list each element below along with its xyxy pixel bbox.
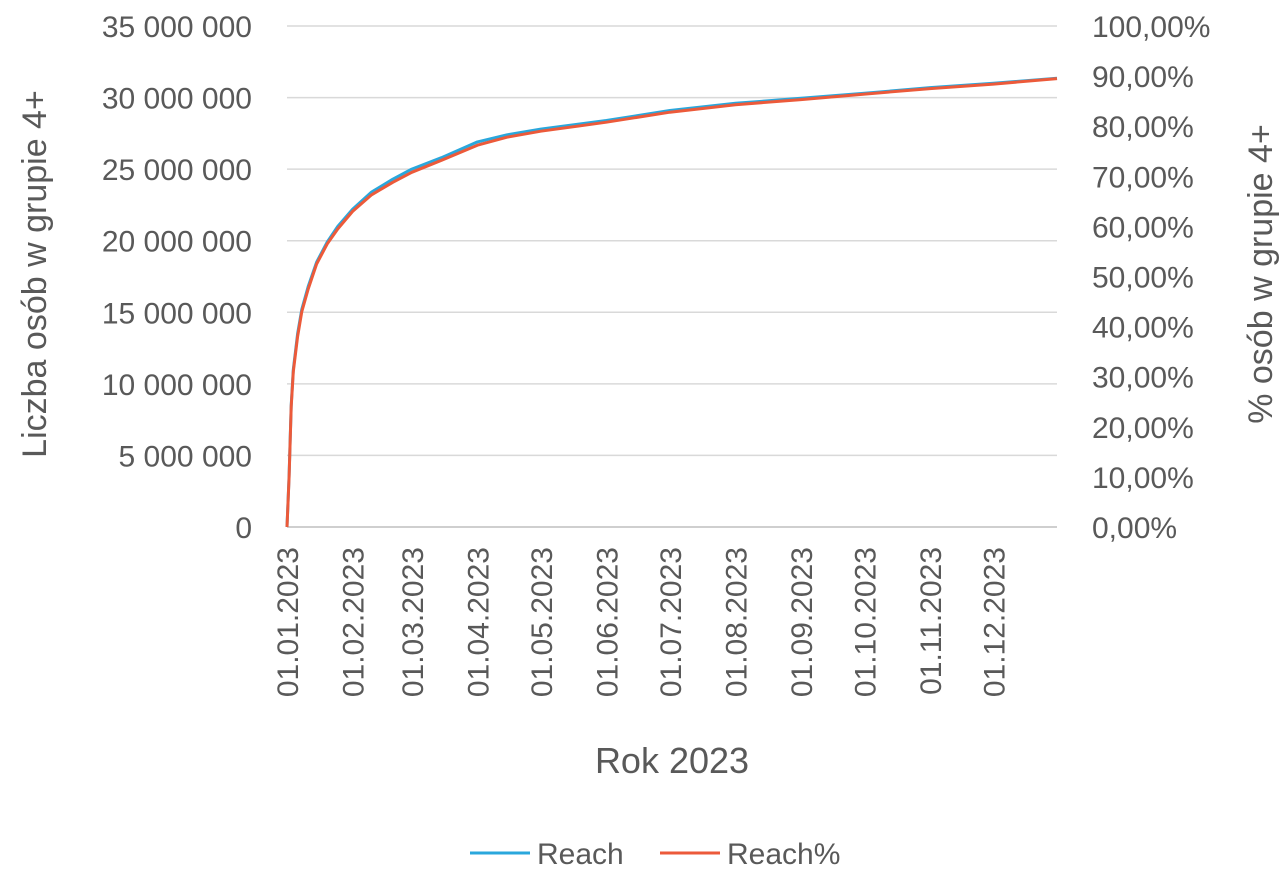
legend: Reach Reach% (470, 838, 840, 871)
x-tick-label: 01.09.2023 (786, 547, 819, 697)
y2-tick-label: 100,00% (1092, 11, 1210, 44)
y-axis-left-title: Liczba osób w grupie 4+ (16, 90, 54, 458)
x-tick-label: 01.11.2023 (915, 547, 948, 695)
y-tick-label: 30 000 000 (102, 83, 252, 116)
y-axis-right-title: % osób w grupie 4+ (1242, 124, 1280, 424)
y2-tick-label: 80,00% (1092, 111, 1194, 144)
x-tick-label: 01.06.2023 (591, 547, 624, 697)
x-axis-title: Rok 2023 (595, 740, 749, 781)
grid-lines (287, 25, 1057, 528)
y2-tick-label: 20,00% (1092, 412, 1194, 445)
series-line-reach (285, 76, 1058, 528)
x-tick-label: 01.02.2023 (338, 547, 371, 697)
y-axis-right: 0,00% 10,00% 20,00% 30,00% 40,00% 50,00% 60,00… (1092, 11, 1210, 545)
y-tick-label: 35 000 000 (102, 11, 252, 44)
series-line-reach-pct (285, 77, 1058, 528)
y-tick-label: 20 000 000 (102, 226, 252, 259)
y2-tick-label: 70,00% (1092, 161, 1194, 194)
y2-tick-label: 50,00% (1092, 262, 1194, 295)
x-tick-label: 01.04.2023 (462, 547, 495, 697)
legend-label-reach: Reach (537, 838, 624, 871)
y-tick-label: 15 000 000 (102, 297, 252, 330)
x-tick-label: 01.03.2023 (397, 547, 430, 697)
x-tick-label: 01.10.2023 (850, 547, 883, 697)
y2-tick-label: 10,00% (1092, 462, 1194, 495)
series-lines (285, 76, 1058, 528)
legend-label-reach-pct: Reach% (727, 838, 840, 871)
x-axis: 01.01.2023 01.02.2023 01.03.2023 01.04.2023… (272, 547, 1012, 697)
y-tick-label: 5 000 000 (119, 440, 252, 473)
y2-tick-label: 40,00% (1092, 312, 1194, 345)
y2-tick-label: 0,00% (1092, 512, 1177, 545)
y-axis-left: 0 5 000 000 10 000 000 15 000 000 20 000 000… (102, 11, 252, 545)
y-tick-label: 0 (235, 512, 252, 545)
x-tick-label: 01.07.2023 (655, 547, 688, 697)
y2-tick-label: 30,00% (1092, 362, 1194, 395)
y2-tick-label: 60,00% (1092, 211, 1194, 244)
y2-tick-label: 90,00% (1092, 61, 1194, 94)
y-tick-label: 25 000 000 (102, 154, 252, 187)
y-tick-label: 10 000 000 (102, 369, 252, 402)
x-tick-label: 01.12.2023 (979, 547, 1012, 697)
x-tick-label: 01.05.2023 (526, 547, 559, 697)
x-tick-label: 01.01.2023 (272, 547, 305, 697)
x-tick-label: 01.08.2023 (720, 547, 753, 697)
